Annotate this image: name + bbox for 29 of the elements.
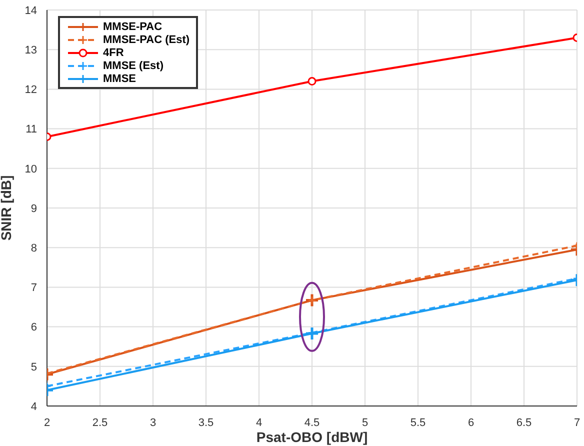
y-tick-label: 12 xyxy=(24,84,37,96)
y-tick-label: 4 xyxy=(30,400,37,413)
legend-label: MMSE xyxy=(103,72,136,84)
legend-label: 4FR xyxy=(103,46,124,58)
x-tick-label: 2.5 xyxy=(92,416,108,429)
y-axis-title: SNIR [dB] xyxy=(0,175,14,241)
y-tick-label: 8 xyxy=(30,242,37,255)
x-tick-label: 5 xyxy=(362,416,368,429)
x-tick-label: 6.5 xyxy=(516,416,532,429)
legend-label: MMSE-PAC xyxy=(103,20,162,32)
y-tick-label: 7 xyxy=(30,282,37,294)
y-tick-label: 14 xyxy=(24,4,37,17)
x-tick-label: 4.5 xyxy=(304,416,320,429)
y-tick-label: 9 xyxy=(30,202,37,215)
x-axis-title: Psat-OBO [dBW] xyxy=(256,429,368,445)
x-tick-label: 3 xyxy=(150,416,156,429)
legend-label: MMSE (Est) xyxy=(103,60,164,72)
y-tick-label: 6 xyxy=(30,322,37,334)
x-tick-label: 3.5 xyxy=(198,416,214,429)
x-tick-label: 5.5 xyxy=(410,416,426,429)
x-tick-label: 7 xyxy=(574,416,580,429)
x-tick-label: 4 xyxy=(256,416,262,429)
legend-label: MMSE-PAC (Est) xyxy=(103,34,190,46)
y-tick-label: 13 xyxy=(24,44,37,57)
x-tick-label: 6 xyxy=(468,416,474,429)
y-tick-label: 5 xyxy=(30,361,37,374)
y-tick-label: 11 xyxy=(26,124,37,136)
y-tick-label: 10 xyxy=(24,163,37,176)
x-tick-label: 2 xyxy=(44,416,50,429)
